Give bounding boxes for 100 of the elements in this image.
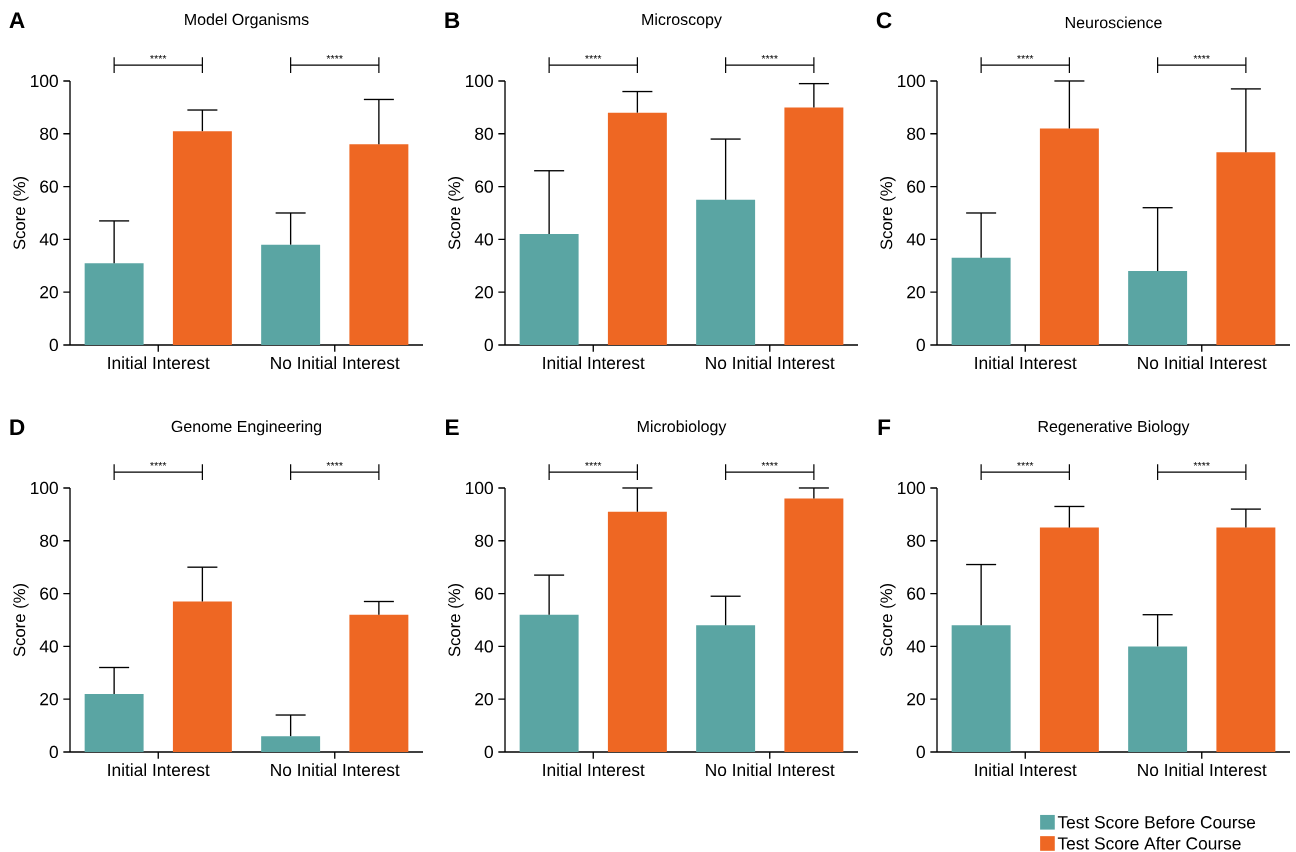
y-tick-label: 60 [40,587,58,600]
text: A [9,12,25,29]
y-tick-label: 20 [475,286,493,299]
bar [1216,527,1276,752]
legend-label: Test Score After Course [1057,836,1241,850]
y-tick-label: 100 [898,74,925,88]
y-tick-label: 0 [484,745,493,759]
y-tick-label: 100 [31,481,58,495]
y-axis-title: Score (%) [13,177,29,250]
bar [784,498,844,752]
y-tick-label: 60 [907,587,925,600]
x-tick-label: No Initial Interest [1138,356,1267,370]
x-tick-label: Initial Interest [975,356,1077,370]
text: E [446,419,459,436]
text: B [445,12,460,29]
text: **** [585,54,602,59]
y-tick-label: 60 [475,587,493,600]
y-tick-label: 0 [49,745,58,759]
y-tick-label: 0 [484,338,493,352]
y-tick-label: 80 [475,534,493,547]
y-tick-label: 40 [906,233,925,246]
bar [696,625,756,752]
chart-title: Model Organisms [185,13,309,29]
y-tick-label: 100 [31,74,58,88]
text: **** [585,461,602,466]
x-tick-label: Initial Interest [975,763,1077,777]
text: F [878,419,891,436]
y-tick-label: 40 [474,233,493,246]
y-tick-label: 80 [40,534,58,547]
y-tick-label: 20 [40,286,58,299]
text: **** [761,54,778,59]
y-tick-label: 40 [39,640,58,653]
y-tick-label: 60 [40,180,58,193]
bar [607,112,667,345]
y-tick-label: 20 [907,693,925,706]
bar [84,263,144,345]
x-tick-label: Initial Interest [108,763,210,777]
x-tick-label: Initial Interest [543,356,645,370]
x-tick-label: Initial Interest [108,356,210,370]
text: **** [1017,54,1034,59]
text: **** [326,54,343,59]
x-tick-label: Initial Interest [543,763,645,777]
text: C [876,12,892,29]
bar [84,693,144,752]
bar [951,625,1011,752]
x-tick-label: No Initial Interest [271,356,400,370]
y-tick-label: 80 [907,534,925,547]
bar [1216,152,1276,345]
chart-title: Microscopy [642,13,722,29]
y-tick-label: 40 [906,640,925,653]
y-tick-label: 20 [907,286,925,299]
bar [951,257,1011,345]
y-tick-label: 0 [49,338,58,352]
chart-title: Regenerative Biology [1038,420,1190,436]
y-axis-title: Score (%) [13,584,29,657]
y-axis-title: Score (%) [880,584,896,657]
y-tick-label: 60 [475,180,493,193]
y-tick-label: 80 [40,127,58,140]
y-tick-label: 80 [475,127,493,140]
y-tick-label: 0 [916,745,925,759]
bar [519,614,579,752]
y-tick-label: 100 [466,481,493,495]
bar [1128,646,1188,752]
bar [696,199,756,345]
x-tick-label: No Initial Interest [706,356,835,370]
y-tick-label: 20 [40,693,58,706]
bar [261,244,321,345]
text: D [10,419,25,436]
bar [784,107,844,345]
chart-title: Microbiology [637,420,727,436]
y-tick-label: 0 [916,338,925,352]
chart-title: Neuroscience [1065,16,1162,29]
bar [349,144,409,345]
y-tick-label: 100 [466,74,493,88]
bar [1128,271,1188,345]
bar [607,511,667,752]
y-axis-title: Score (%) [448,584,464,657]
text: **** [150,54,167,59]
text: **** [761,461,778,466]
text: **** [1193,461,1210,466]
y-tick-label: 60 [907,180,925,193]
y-tick-label: 40 [474,640,493,653]
y-tick-label: 20 [475,693,493,706]
x-tick-label: No Initial Interest [706,763,835,777]
chart-title: Genome Engineering [171,420,322,436]
y-tick-label: 100 [898,481,925,495]
x-tick-label: No Initial Interest [1138,763,1267,777]
y-axis-title: Score (%) [448,177,464,250]
bar [349,614,409,752]
bar [172,131,232,345]
x-tick-label: No Initial Interest [271,763,400,777]
legend-label: Test Score Before Course [1057,815,1256,829]
text: **** [326,461,343,466]
text: **** [1193,54,1210,59]
bar [1039,527,1099,752]
bar [1039,128,1099,345]
text: **** [1017,461,1034,466]
bar [519,234,579,345]
y-axis-title: Score (%) [880,177,896,250]
text: **** [150,461,167,466]
